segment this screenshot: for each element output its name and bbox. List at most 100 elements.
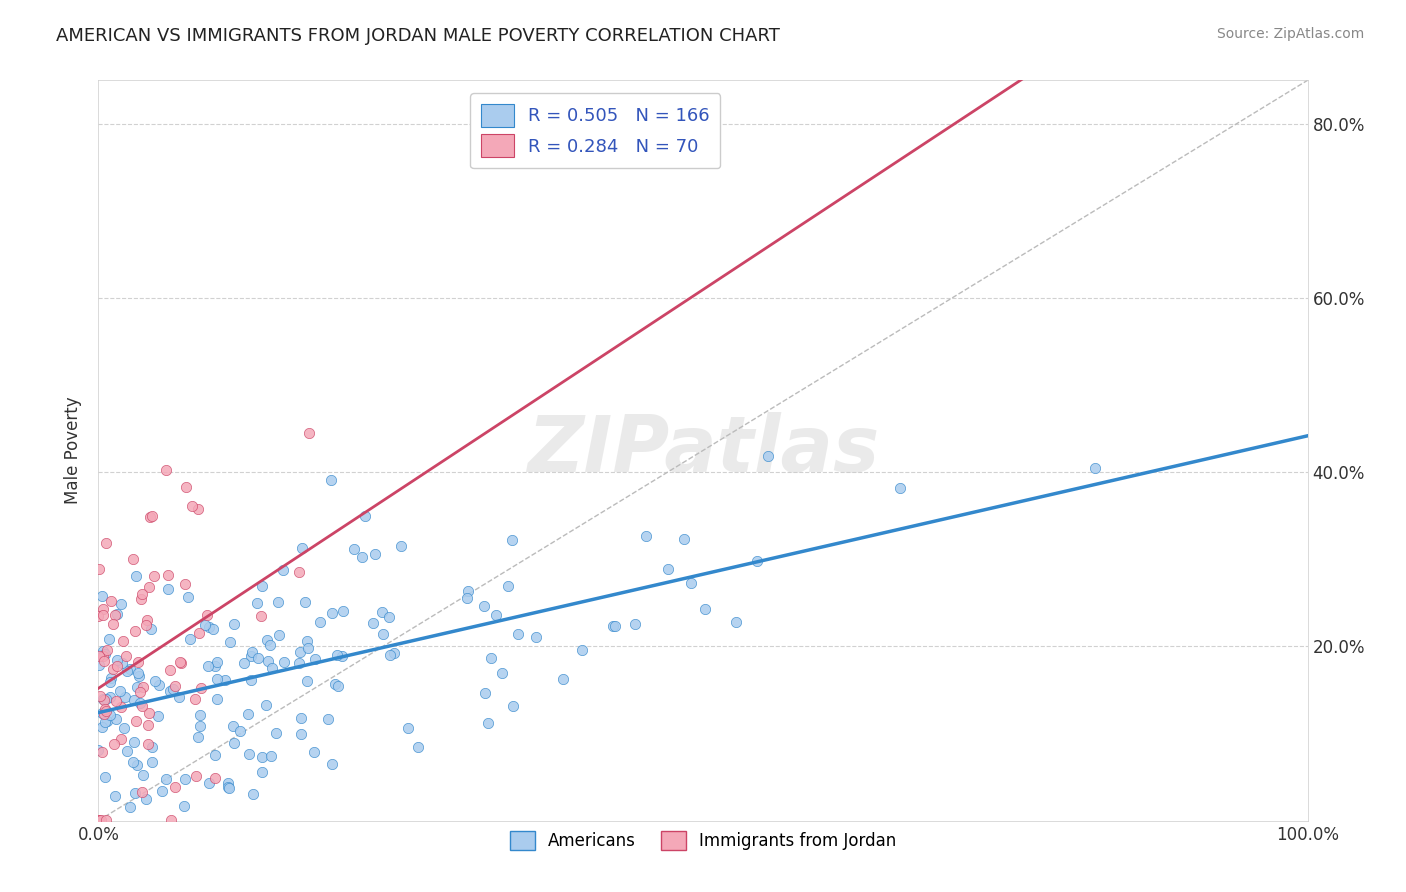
- Point: [100, 594, 122, 608]
- Point: [94, 702, 117, 716]
- Point: [551, 673, 574, 687]
- Point: [491, 666, 513, 681]
- Point: [173, 799, 195, 814]
- Point: [91, 602, 114, 616]
- Point: [485, 608, 508, 623]
- Point: [250, 608, 273, 623]
- Point: [246, 596, 269, 610]
- Point: [364, 547, 387, 561]
- Point: [304, 651, 326, 665]
- Point: [170, 657, 193, 671]
- Point: [141, 756, 163, 770]
- Point: [148, 678, 170, 692]
- Point: [173, 576, 195, 591]
- Point: [110, 684, 132, 698]
- Point: [141, 622, 163, 636]
- Point: [396, 721, 419, 735]
- Point: [91, 720, 114, 734]
- Point: [115, 744, 138, 758]
- Point: [297, 640, 319, 655]
- Point: [242, 645, 264, 659]
- Point: [98, 690, 121, 704]
- Point: [288, 656, 311, 670]
- Point: [214, 673, 236, 688]
- Point: [141, 509, 163, 524]
- Point: [103, 737, 125, 751]
- Point: [94, 714, 117, 729]
- Point: [187, 502, 209, 516]
- Point: [294, 594, 316, 608]
- Point: [219, 634, 242, 648]
- Point: [297, 425, 319, 440]
- Point: [129, 592, 152, 607]
- Point: [146, 709, 169, 723]
- Point: [97, 632, 120, 647]
- Point: [163, 680, 186, 694]
- Point: [308, 615, 330, 630]
- Point: [169, 655, 191, 669]
- Point: [259, 638, 281, 652]
- Point: [190, 681, 212, 696]
- Point: [165, 780, 187, 794]
- Point: [229, 724, 252, 739]
- Point: [136, 613, 159, 627]
- Point: [224, 617, 246, 632]
- Point: [456, 591, 478, 606]
- Point: [623, 617, 645, 632]
- Point: [472, 599, 495, 613]
- Point: [87, 743, 110, 757]
- Point: [290, 711, 312, 725]
- Point: [125, 714, 148, 728]
- Point: [479, 650, 502, 665]
- Point: [271, 563, 294, 577]
- Point: [124, 786, 146, 800]
- Point: [125, 680, 148, 694]
- Point: [104, 607, 127, 622]
- Point: [122, 756, 145, 770]
- Point: [373, 626, 395, 640]
- Point: [115, 648, 138, 663]
- Point: [246, 651, 269, 665]
- Point: [138, 737, 160, 751]
- Point: [160, 813, 183, 827]
- Point: [90, 813, 112, 827]
- Point: [135, 618, 157, 632]
- Point: [132, 681, 155, 695]
- Point: [89, 648, 111, 663]
- Point: [252, 579, 274, 593]
- Point: [89, 689, 111, 703]
- Point: [118, 662, 141, 676]
- Point: [94, 770, 117, 784]
- Point: [202, 623, 225, 637]
- Point: [290, 727, 312, 741]
- Point: [91, 691, 114, 706]
- Point: [132, 768, 155, 782]
- Point: [89, 648, 111, 663]
- Point: [238, 747, 260, 762]
- Point: [217, 776, 239, 790]
- Point: [389, 540, 412, 554]
- Point: [197, 620, 219, 634]
- Point: [125, 758, 148, 772]
- Point: [114, 690, 136, 704]
- Point: [94, 535, 117, 549]
- Point: [104, 694, 127, 708]
- Point: [93, 654, 115, 668]
- Point: [101, 662, 124, 676]
- Point: [195, 608, 218, 623]
- Point: [747, 554, 769, 568]
- Point: [93, 693, 115, 707]
- Point: [110, 597, 132, 611]
- Point: [325, 648, 347, 662]
- Point: [162, 681, 184, 696]
- Point: [135, 792, 157, 806]
- Point: [131, 587, 153, 601]
- Point: [408, 739, 430, 754]
- Point: [155, 772, 177, 787]
- Point: [138, 580, 160, 594]
- Point: [477, 716, 499, 731]
- Point: [502, 699, 524, 714]
- Point: [87, 657, 110, 672]
- Point: [756, 450, 779, 464]
- Point: [291, 541, 314, 556]
